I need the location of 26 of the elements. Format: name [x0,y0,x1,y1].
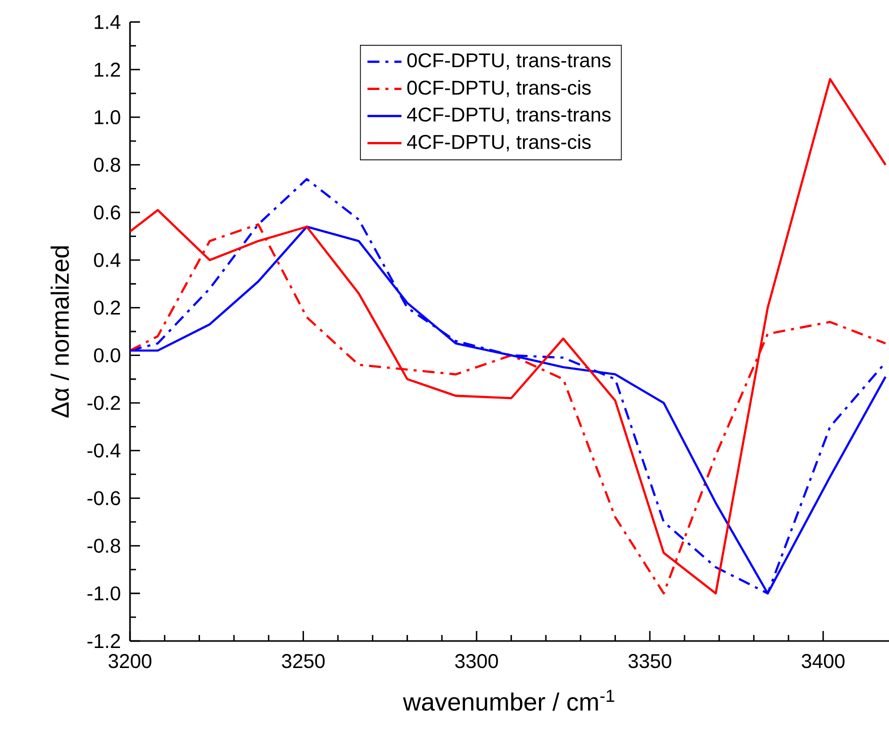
legend-label: 0CF-DPTU, trans-trans [407,53,611,70]
y-tick-label: 1.0 [94,110,120,124]
y-tick-label: 1.2 [94,62,120,77]
legend-label: 4CF-DPTU, trans-trans [407,108,611,124]
x-tick-label: 3200 [108,654,152,668]
y-tick-label: -0.2 [88,396,120,410]
y-tick-label: 0.8 [94,158,120,172]
line-series [130,78,887,594]
y-tick-label: -1.0 [88,586,120,600]
x-tick-label: 3300 [455,654,498,668]
legend-label: 0CF-DPTU, trans-cis [407,80,591,98]
y-tick-label: -0.4 [88,443,120,458]
x-tick-label: 3400 [802,654,845,668]
y-tick-label: 0.4 [94,253,120,268]
y-tick-label: 1.4 [94,15,120,29]
x-tick-label: 3250 [282,654,325,668]
x-axis-title: wavenumber / cm$^{-1}$ [402,690,614,711]
y-tick-label: -1.2 [88,634,120,648]
y-tick-label: -0.6 [88,491,120,506]
x-tick-label: 3350 [628,654,672,668]
y-tick-label: 0.2 [94,300,120,315]
y-tick-label: 0.6 [94,205,120,220]
y-axis-title: Δα / normalized [50,246,69,418]
y-tick-label: 0.0 [94,348,120,362]
y-tick-label: -0.8 [88,538,120,553]
legend-label: 4CF-DPTU, trans-cis [407,134,591,152]
